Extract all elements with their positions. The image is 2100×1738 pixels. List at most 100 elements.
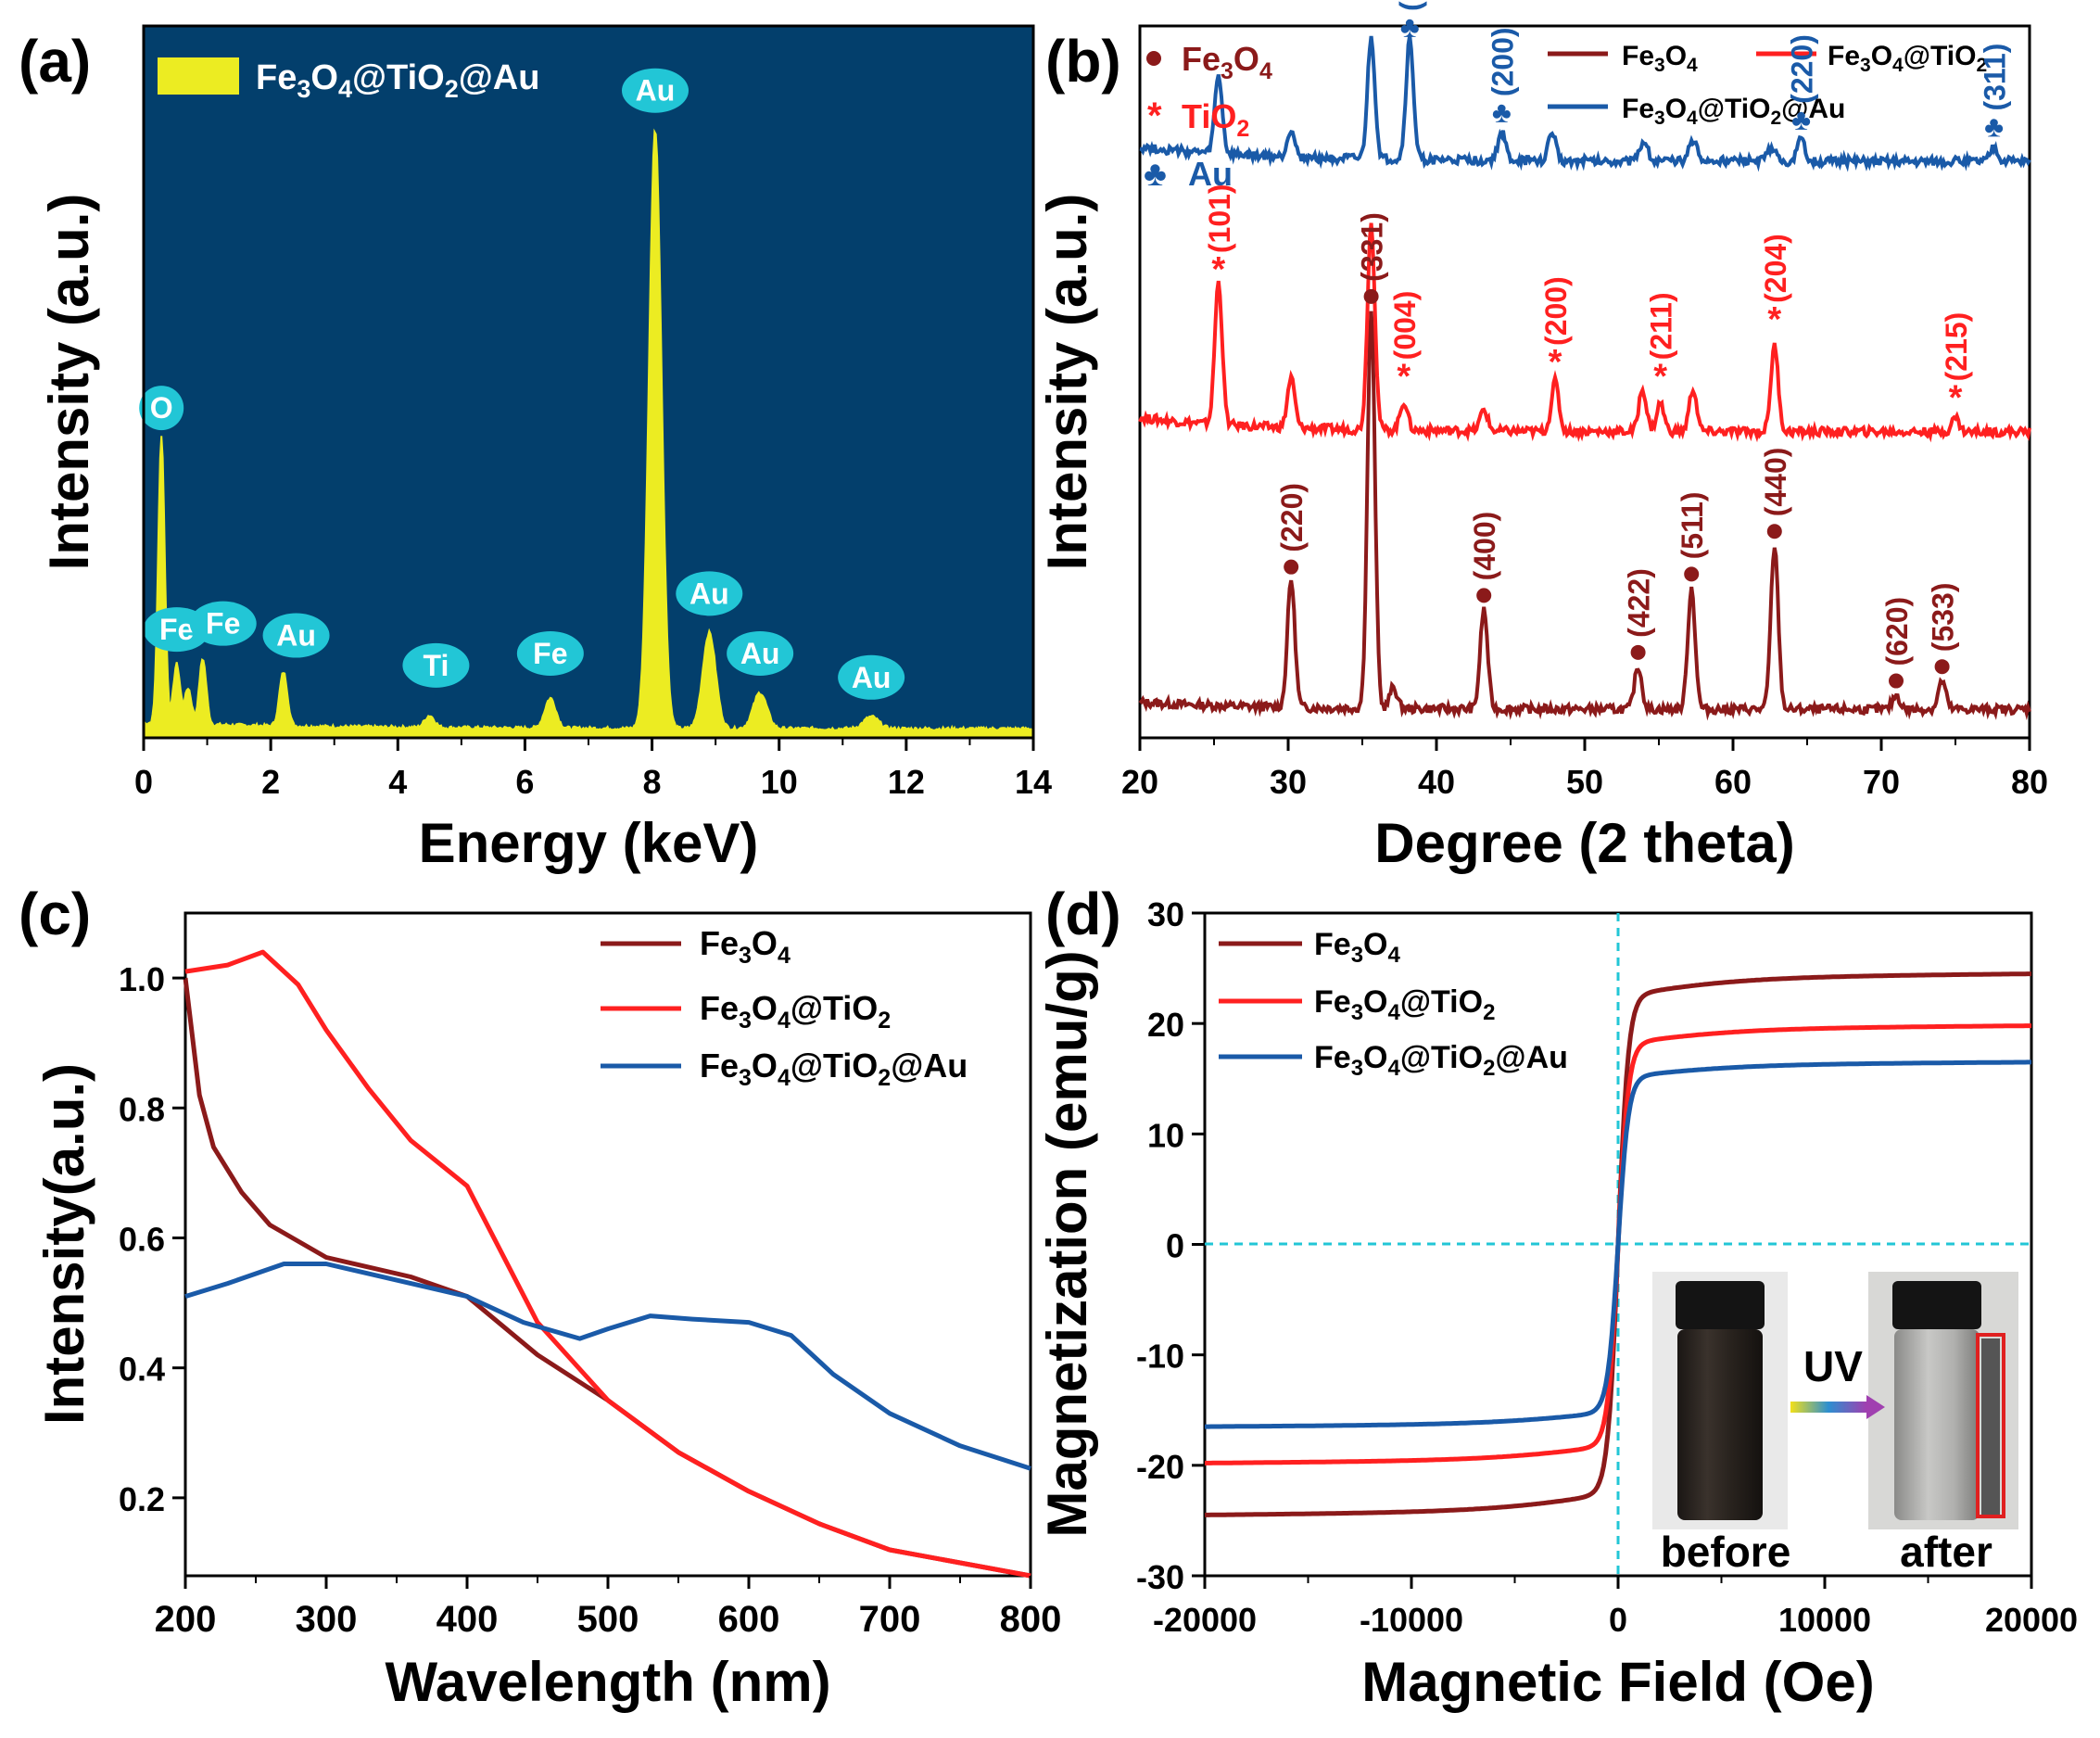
panel-b-x-tick-label: 80 [2011,763,2048,801]
inset-photos: UV before after [1652,1272,2018,1576]
panel-b-label: (b) [1045,28,1121,95]
panel-c-x-tick-label: 800 [1000,1599,1062,1640]
panel-d-x-tick-label: 0 [1609,1601,1627,1639]
panel-b-x-tick-label: 20 [1121,763,1158,801]
panel-a-x-ticks: 0 2 4 6 8 10 12 14 [134,738,1052,801]
panel-d-y-tick-label: -30 [1136,1558,1184,1596]
panel-c-y-ticks: 0.2 0.4 0.6 0.8 1.0 [119,960,185,1518]
panel-b-x-title: Degree (2 theta) [1374,812,1794,874]
panel-d-y-tick-label: 30 [1147,895,1184,933]
panel-b-x-tick-label: 30 [1270,763,1307,801]
magnet-bar [1981,1338,2000,1515]
xrd-series-line [1138,311,2031,721]
panel-a-x-tick-label: 0 [134,763,153,801]
panel-d-y-title: Magnetization (emu/g) [1036,950,1098,1537]
panel-d-x-ticks: -20000 -10000 0 10000 20000 [1153,1576,2078,1639]
fe3o4-marker-icon [1146,51,1161,66]
panel-b-x-tick-label: 50 [1566,763,1603,801]
au-peak-marker: ♣ [1400,10,1420,44]
eds-peak-badge [516,630,584,676]
legend-c-fe3o4-tio2: Fe3O4@TiO2 [700,989,891,1034]
uv-vis-line [184,1262,1031,1471]
eds-peak-label: Au [689,577,729,610]
eds-peak-label: Fe [159,613,194,646]
legend-d-fe3o4-tio2: Fe3O4@TiO2 [1314,984,1495,1025]
panel-a-x-tick-label: 14 [1015,763,1052,801]
eds-peak-badge [402,642,470,688]
xrd-peak-hkl: (004) [1388,291,1422,361]
panel-c-x-tick-label: 200 [155,1599,217,1640]
panel-a-x-title: Energy (keV) [419,812,759,874]
panel-b-x-ticks: 20 30 40 50 60 70 80 [1121,738,2048,801]
legend-fe3o4-tio2-au: Fe3O4@TiO2@Au [1622,94,1845,129]
fe3o4-marker-label: Fe3O4 [1182,40,1272,84]
panel-c-x-tick-label: 300 [296,1599,358,1640]
xrd-peak-hkl: (215) [1940,312,1973,382]
au-peak-marker: ♣ [1791,103,1811,136]
xrd-peak-hkl: (440) [1759,448,1792,517]
eds-peak-badge [622,68,689,113]
panel-a-x-tick-label: 10 [761,763,798,801]
xrd-series-line [1139,35,2031,172]
tio2-peak-marker: * [1549,343,1562,382]
panel-d: (d) -20000 -10000 0 10000 20000 -30 -20 -10 0 10… [1036,881,2078,1713]
panel-c: (c) 200 300 400 500 600 700 800 0.2 0.4 0.6 0.8 1.… [19,881,1061,1713]
panel-d-y-tick-label: 20 [1147,1006,1184,1044]
after-label: after [1900,1528,1992,1576]
panel-d-y-ticks: -30 -20 -10 0 10 20 30 [1136,895,1205,1596]
eds-spectrum [143,128,1034,739]
tio2-marker-icon: * [1147,95,1162,136]
panel-c-y-tick-label: 0.6 [119,1220,165,1258]
panel-d-x-tick-label: 20000 [1985,1601,2078,1639]
xrd-peak-hkl: (422) [1623,568,1656,638]
magnet-highlight-box [1976,1333,2005,1518]
panel-c-x-tick-label: 500 [577,1599,639,1640]
panel-c-y-title: Intensity(a.u.) [33,1063,95,1425]
xrd-series-legend: Fe3O4 Fe3O4@TiO2 Fe3O4@TiO2@Au [1548,41,1987,129]
xrd-peak-hkl: (220) [1786,34,1819,104]
before-vial [1677,1329,1763,1520]
before-vial-cap [1676,1281,1765,1329]
panel-d-x-title: Magnetic Field (Oe) [1361,1651,1874,1713]
eds-peak-badge [262,613,330,658]
au-marker-label: Au [1188,155,1233,193]
uv-arrow-head [1866,1395,1885,1419]
panel-a-x-tick-label: 12 [888,763,925,801]
legend-c-fe3o4: Fe3O4 [700,924,791,969]
xrd-patterns [1138,35,2031,721]
tio2-peak-marker: * [1653,357,1667,396]
xrd-peak-hkl: (331) [1356,212,1389,282]
fe3o4-peak-marker [1684,566,1700,582]
legend-fe3o4-tio2: Fe3O4@TiO2 [1828,41,1987,76]
au-peak-marker: ♣ [1492,95,1512,129]
uv-vis-curves [183,949,1031,1579]
panel-d-y-tick-label: 10 [1147,1116,1184,1154]
panel-d-x-tick-label: 10000 [1778,1601,1871,1639]
fe3o4-peak-marker [1630,644,1646,660]
eds-peak-label: Ti [423,649,449,682]
xrd-peak-hkl: (533) [1927,582,1960,652]
panel-b-x-tick-label: 70 [1863,763,1900,801]
panel-d-y-tick-label: -10 [1136,1338,1184,1376]
panel-b-x-tick-label: 60 [1714,763,1752,801]
hysteresis-line [1205,1059,2031,1429]
xrd-peak-hkl: (311) [1979,44,2012,111]
hysteresis-loops [1205,971,2031,1517]
xrd-peak-hkl: (204) [1759,234,1792,303]
xrd-peak-hkl: (211) [1645,292,1678,360]
eds-peak-label: Au [740,637,780,670]
tio2-peak-marker: * [1767,300,1781,339]
panel-a-x-tick-label: 2 [261,763,280,801]
panel-b: (b) 20 30 40 50 60 70 80 Fe3O4 * TiO2 ♣ Au Fe3… [1036,0,2048,874]
xrd-peak-hkl: (220) [1275,483,1309,552]
uv-vis-line [184,949,1031,1579]
xrd-series-line [1138,222,2031,443]
uv-arrow-shaft [1790,1402,1866,1413]
panel-a: (a) O Fe Fe Au Ti Fe Au Au Au Au 0 2 4 6 8 10 12 14 Fe3O… [19,24,1052,874]
eds-legend-label: Fe3O4@TiO2@Au [256,58,539,103]
panel-c-y-tick-label: 0.4 [119,1351,165,1389]
xrd-peak-hkl: (200) [1539,276,1573,346]
fe3o4-peak-marker [1363,288,1379,304]
tio2-peak-marker: * [1949,378,1963,417]
